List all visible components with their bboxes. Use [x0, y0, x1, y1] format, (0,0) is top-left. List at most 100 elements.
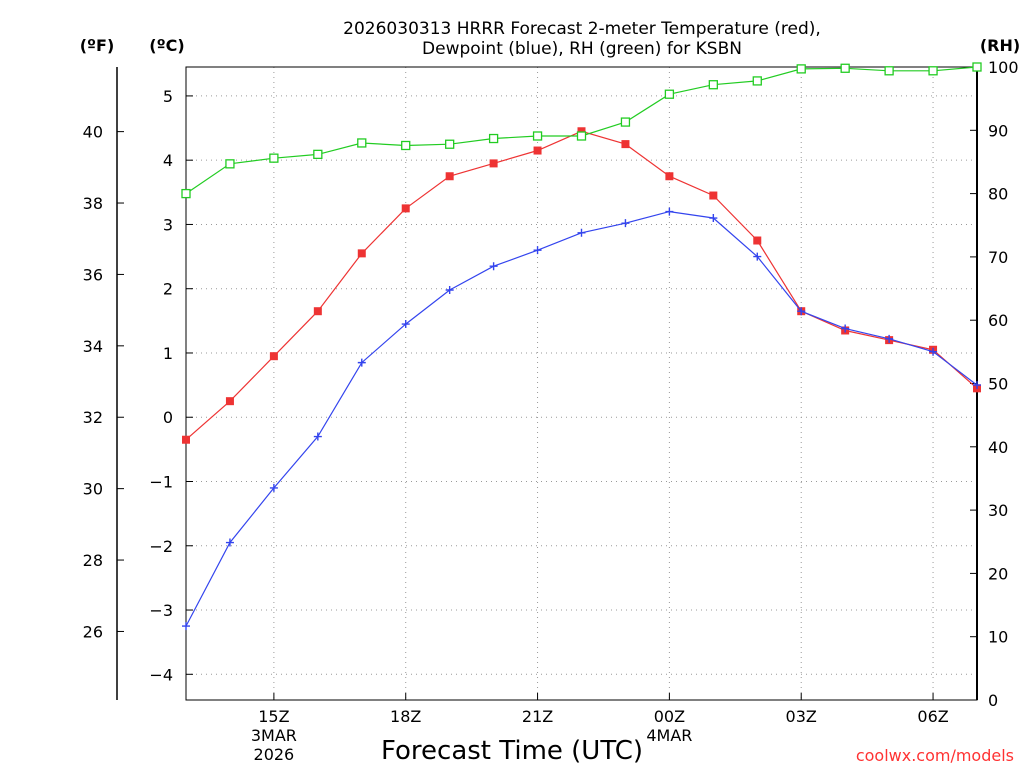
rh-tick-label: 60	[988, 311, 1008, 330]
rh-tick-label: 0	[988, 691, 998, 710]
2-meter-temperature-line	[185, 130, 978, 441]
rh-point	[313, 149, 323, 160]
rh-tick-label: 50	[988, 375, 1008, 394]
celsius-tick-label: −3	[149, 601, 173, 620]
2-meter-temperature-point	[533, 146, 542, 155]
2-meter-temperature-point	[445, 172, 454, 181]
2-meter-temperature-point	[489, 159, 498, 168]
rh-point	[884, 66, 894, 76]
x-tick-label: 03Z	[786, 707, 817, 726]
celsius-tick-label: 4	[163, 151, 173, 170]
plot-frame	[185, 66, 978, 701]
x-axis-title: Forecast Time (UTC)	[381, 736, 643, 766]
fahrenheit-tick-label: 28	[83, 551, 103, 570]
dewpoint-point	[313, 432, 322, 441]
fahrenheit-tick-label: 38	[83, 194, 103, 213]
dewpoint-point	[797, 307, 806, 316]
celsius-tick-label: 2	[163, 280, 173, 299]
rh-tick-label: 30	[988, 501, 1008, 520]
data-series	[181, 62, 982, 631]
2-meter-temperature-point	[665, 172, 674, 181]
2-meter-temperature-point	[709, 191, 718, 200]
rh-point	[928, 66, 938, 76]
dewpoint-point	[973, 381, 981, 390]
rh-point	[664, 89, 675, 99]
chart-title-line-1: 2026030313 HRRR Forecast 2-meter Tempera…	[343, 19, 821, 39]
dewpoint-point	[489, 262, 498, 271]
dewpoint-point	[929, 347, 938, 356]
fahrenheit-unit-label: (ºF)	[80, 36, 115, 55]
rh-point	[181, 188, 191, 199]
dewpoint-point	[665, 207, 674, 216]
dewpoint-point	[445, 285, 454, 294]
rh-point	[620, 117, 631, 127]
rh-point	[532, 131, 543, 141]
celsius-tick-label: 1	[163, 344, 173, 363]
dewpoint-point	[533, 246, 542, 255]
rh-point	[796, 64, 806, 74]
dewpoint-point	[182, 622, 190, 631]
celsius-tick-label: −4	[149, 665, 173, 684]
fahrenheit-tick-label: 40	[83, 123, 103, 142]
2-meter-temperature-point	[401, 204, 410, 213]
rh-unit-label: (RH)	[980, 36, 1020, 55]
2-meter-temperature-point	[753, 236, 762, 245]
dewpoint-line	[185, 210, 978, 627]
dewpoint-point	[753, 252, 762, 261]
rh-point	[445, 139, 455, 149]
dewpoint-point	[401, 320, 410, 329]
x-tick-label: 15Z	[258, 707, 289, 726]
2-meter-temperature-point	[269, 352, 278, 361]
x-tick-label: 2026	[254, 745, 295, 764]
2-meter-temperature-point	[357, 249, 366, 258]
celsius-unit-label: (ºC)	[149, 36, 184, 55]
dewpoint-point	[709, 214, 718, 223]
dewpoint-point	[621, 219, 630, 228]
dewpoint-point	[357, 358, 366, 367]
rh-point	[840, 63, 850, 73]
rh-point	[225, 159, 235, 169]
celsius-tick-label: −2	[149, 537, 173, 556]
x-tick-label: 06Z	[917, 707, 948, 726]
celsius-tick-label: 0	[163, 408, 173, 427]
rh-point	[972, 62, 982, 72]
2-meter-temperature-point	[577, 127, 586, 136]
rh-point	[752, 76, 762, 86]
dewpoint-point	[225, 538, 234, 547]
rh-tick-label: 40	[988, 438, 1008, 457]
rh-point	[576, 131, 587, 141]
rh-tick-label: 100	[988, 58, 1019, 77]
chart-title-line-2: Dewpoint (blue), RH (green) for KSBN	[422, 39, 742, 59]
fahrenheit-tick-label: 26	[83, 622, 103, 641]
rh-tick-label: 10	[988, 628, 1008, 647]
fahrenheit-tick-label: 30	[83, 480, 103, 499]
rh-point	[488, 133, 499, 144]
celsius-tick-label: 5	[163, 87, 173, 106]
fahrenheit-tick-label: 34	[83, 337, 103, 356]
rh-tick-label: 90	[988, 121, 1008, 140]
x-tick-label: 18Z	[390, 707, 421, 726]
x-tick-label: 4MAR	[646, 726, 692, 745]
rh-tick-label: 20	[988, 564, 1008, 583]
celsius-tick-label: 3	[163, 215, 173, 234]
dewpoint-point	[841, 324, 850, 333]
rh-tick-label: 80	[988, 185, 1008, 204]
x-tick-label: 00Z	[654, 707, 685, 726]
grid-lines	[186, 67, 977, 700]
celsius-tick-label: −1	[149, 473, 173, 492]
2-meter-temperature-point	[313, 307, 322, 316]
2-meter-temperature-point	[182, 435, 190, 444]
source-credit: coolwx.com/models	[856, 746, 1014, 765]
dewpoint-point	[885, 334, 894, 343]
2-meter-temperature-point	[621, 140, 630, 149]
2-meter-temperature-point	[225, 397, 234, 406]
rh-point	[401, 140, 411, 151]
rh-point	[708, 80, 718, 90]
fahrenheit-tick-label: 36	[83, 265, 103, 284]
rh-point	[269, 153, 279, 163]
dewpoint-point	[269, 483, 278, 492]
dewpoint-point	[577, 228, 586, 237]
rh-tick-label: 70	[988, 248, 1008, 267]
